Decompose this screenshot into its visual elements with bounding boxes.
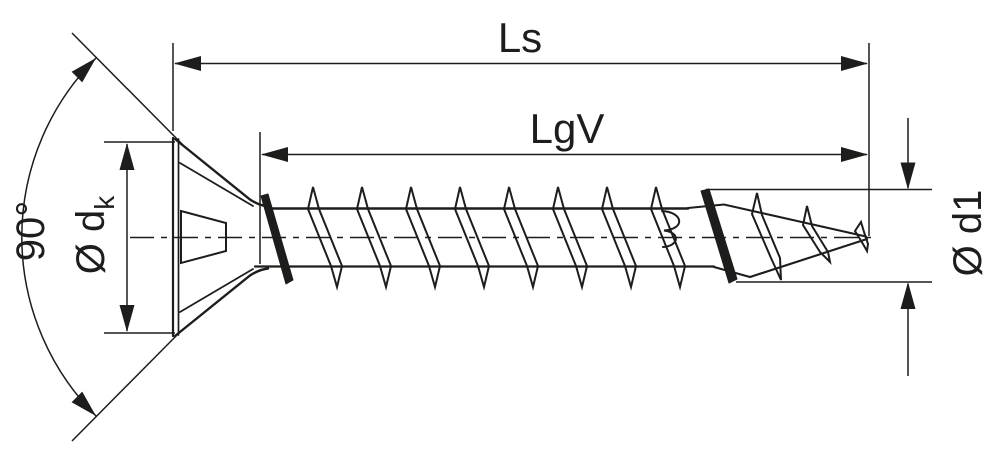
head-cone-top-inner-edge — [179, 162, 254, 207]
thread-blade-tip — [853, 219, 870, 255]
thread-blade-tip — [750, 192, 782, 281]
arrowhead-lgv-left — [261, 147, 288, 162]
tip-top-edge — [686, 203, 868, 238]
arrowhead-d1-down — [900, 162, 916, 190]
thread-start-blade — [260, 193, 294, 285]
label-head-diameter-prefix: Ø d — [69, 210, 113, 274]
label-thread-diameter: Ø d1 — [946, 190, 990, 277]
arrowhead-angle-top — [71, 58, 96, 83]
arrowhead-dk-up — [119, 143, 135, 170]
thread-blade — [551, 186, 589, 291]
arrowhead-d1-up — [900, 282, 916, 309]
angle-leg-top — [71, 32, 184, 146]
thread-blade — [600, 186, 638, 291]
arrowhead-dk-down — [119, 305, 135, 332]
head-cone-bottom-edge — [173, 267, 270, 338]
tip-bottom-edge — [712, 237, 869, 279]
angle-leg-bottom — [71, 328, 184, 442]
arrowhead-ls-right — [841, 56, 868, 71]
thread-blade-tip — [801, 205, 832, 266]
drive-recess-profile — [180, 209, 227, 265]
arrowhead-ls-left — [174, 56, 201, 71]
label-head-diameter-subscript: k — [89, 195, 120, 210]
thread-blade — [649, 186, 687, 291]
thread-blade — [404, 186, 442, 291]
dimension-arrowheads — [71, 56, 916, 416]
thread-blade — [453, 186, 491, 291]
label-head-diameter: Ø dk — [69, 195, 120, 274]
head-cone-top-edge — [173, 137, 270, 208]
head-cone-bottom-inner-edge — [179, 268, 254, 313]
label-countersink-angle: 90° — [9, 201, 53, 262]
label-thread-length: LgV — [530, 105, 605, 152]
angle-arc — [21, 57, 97, 417]
thread-blade — [355, 186, 393, 291]
thread-blade — [502, 186, 540, 291]
arrowhead-angle-bottom — [71, 391, 96, 416]
arrowhead-lgv-right — [841, 147, 868, 162]
thread-blade — [306, 186, 344, 291]
thread-runout-curl — [661, 210, 681, 248]
label-total-length: Ls — [498, 14, 542, 61]
